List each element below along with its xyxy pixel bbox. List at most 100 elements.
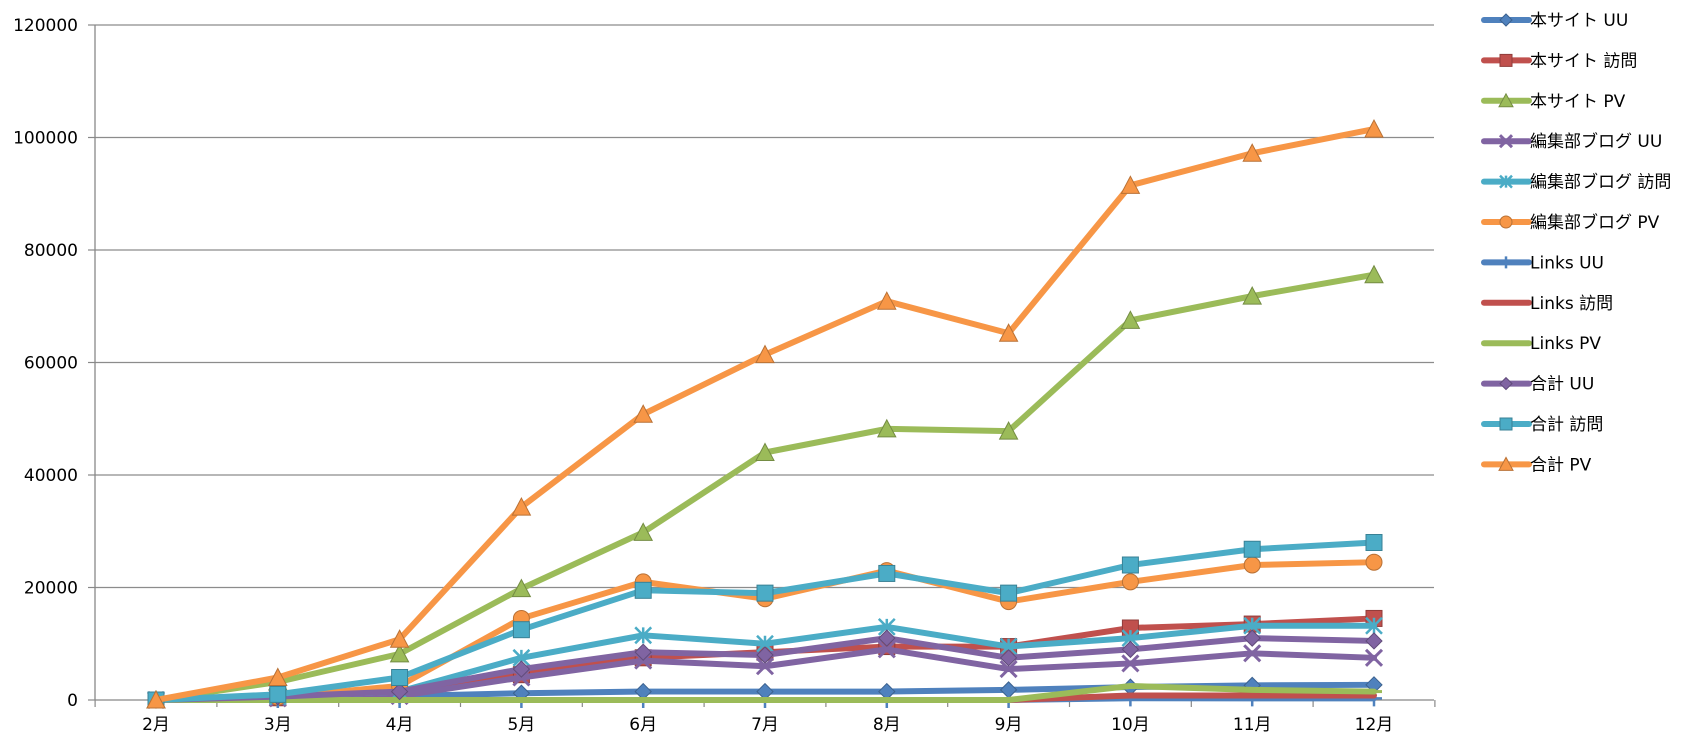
y-tick-label: 120000 <box>13 16 78 36</box>
data-point <box>755 442 775 461</box>
data-point <box>389 629 410 648</box>
data-point <box>1364 648 1384 667</box>
data-point <box>1499 376 1513 391</box>
x-tick-label: 5月 <box>507 715 535 735</box>
data-point <box>1242 143 1263 162</box>
data-point <box>1499 174 1513 189</box>
x-tick-label: 11月 <box>1233 715 1272 735</box>
x-tick-label: 3月 <box>264 715 292 735</box>
data-point <box>1120 175 1141 194</box>
legend-label: Links PV <box>1530 334 1601 354</box>
data-point <box>634 643 652 661</box>
data-point <box>1500 256 1512 269</box>
data-point <box>1121 640 1140 659</box>
data-point <box>511 496 532 516</box>
legend-item: Links 訪問 <box>1481 294 1613 314</box>
data-point <box>756 584 774 602</box>
data-point <box>1243 540 1261 558</box>
x-tick-label: 7月 <box>751 715 779 735</box>
data-point <box>391 669 409 686</box>
legend-item: 編集部ブログ PV <box>1481 212 1660 233</box>
x-tick-label: 10月 <box>1111 715 1150 735</box>
legend-label: 合計 UU <box>1530 375 1594 395</box>
x-tick-label: 8月 <box>873 715 901 735</box>
y-tick-label: 20000 <box>24 579 78 599</box>
data-point <box>876 291 897 310</box>
data-point <box>1365 553 1383 571</box>
data-point <box>1000 584 1018 602</box>
data-point <box>1243 629 1261 647</box>
legend-label: 本サイト PV <box>1530 92 1626 112</box>
series-8 <box>148 682 1382 703</box>
y-tick-label: 40000 <box>24 466 78 486</box>
legend-item: 本サイト PV <box>1481 92 1626 112</box>
data-point <box>146 689 166 709</box>
legend-item: 本サイト 訪問 <box>1481 51 1637 71</box>
legend-label: Links UU <box>1530 253 1604 273</box>
series-line <box>153 539 1377 703</box>
legend-item: Links PV <box>1481 334 1601 354</box>
data-point <box>1365 632 1383 650</box>
gridlines <box>95 24 1434 589</box>
data-point <box>511 578 532 598</box>
data-point <box>512 660 531 678</box>
series-11 <box>146 118 1384 709</box>
data-point <box>876 418 897 438</box>
data-point <box>999 649 1018 667</box>
x-tick-label: 6月 <box>629 715 657 735</box>
data-point <box>1121 573 1139 591</box>
legend-item: 合計 UU <box>1481 375 1594 395</box>
data-point <box>389 643 410 663</box>
legend-label: Links 訪問 <box>1530 294 1613 314</box>
x-tick-label: 12月 <box>1355 715 1394 735</box>
data-point <box>633 404 654 423</box>
y-tick-label: 100000 <box>13 129 78 149</box>
data-point <box>633 522 654 541</box>
data-point <box>877 640 896 659</box>
data-point <box>1243 556 1261 574</box>
legend-label: 本サイト 訪問 <box>1530 51 1637 71</box>
data-point <box>1120 310 1141 329</box>
legend-item: Links UU <box>1481 253 1604 273</box>
y-axis-ticks: 0 20000 40000 60000 80000 100000 120000 <box>13 16 78 711</box>
data-point <box>999 660 1018 679</box>
data-point <box>1365 616 1383 635</box>
series-line <box>153 126 1377 703</box>
data-point <box>1499 53 1513 67</box>
legend-item: 合計 PV <box>1481 455 1592 475</box>
series-lines <box>146 118 1384 710</box>
legend-item: 本サイト UU <box>1481 11 1628 31</box>
data-point <box>1242 286 1263 305</box>
y-tick-label: 60000 <box>24 354 78 374</box>
data-point <box>1498 92 1514 108</box>
data-point <box>998 323 1019 342</box>
data-point <box>878 564 896 582</box>
data-point <box>1499 13 1513 27</box>
legend-label: 合計 訪問 <box>1530 415 1603 435</box>
data-point <box>1364 264 1384 284</box>
legend-item: 編集部ブログ UU <box>1481 131 1662 152</box>
data-point <box>1121 556 1139 574</box>
data-point <box>1498 134 1514 149</box>
data-point <box>390 682 409 701</box>
data-point <box>1121 654 1140 673</box>
data-point <box>756 646 774 664</box>
y-tick-label: 80000 <box>24 241 78 261</box>
data-point <box>634 626 653 645</box>
legend-label: 編集部ブログ UU <box>1530 131 1662 152</box>
series-10 <box>147 534 1383 709</box>
data-point <box>634 581 652 599</box>
data-point <box>1498 456 1514 471</box>
data-point <box>1499 417 1513 431</box>
x-axis-ticks: 2月 3月 4月 5月 6月 7月 8月 9月 10月 11月 12月 <box>142 715 1393 735</box>
data-point <box>267 667 288 686</box>
legend-item: 合計 訪問 <box>1481 415 1603 435</box>
data-point <box>1243 644 1262 663</box>
data-point <box>512 621 530 639</box>
legend-label: 編集部ブログ 訪問 <box>1530 172 1671 193</box>
data-point <box>878 629 896 647</box>
data-point <box>755 657 775 676</box>
legend-label: 本サイト UU <box>1530 11 1628 31</box>
